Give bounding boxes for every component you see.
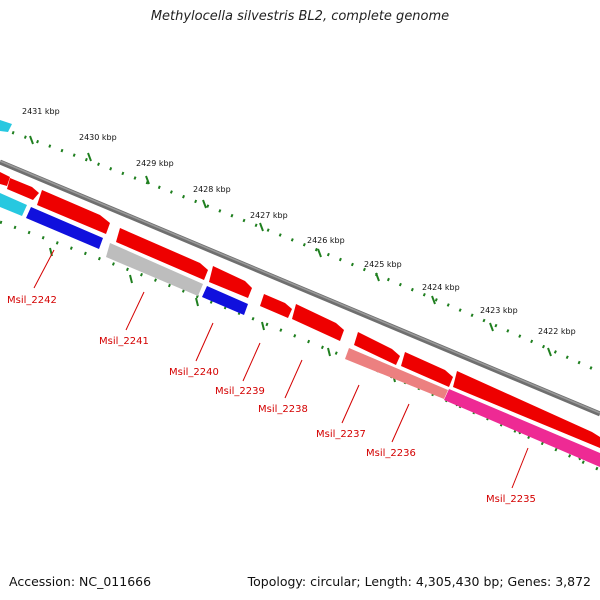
- gene-arrow: [202, 286, 248, 315]
- kbp-label: 2430 kbp: [79, 133, 117, 142]
- gene-labels: Msil_2242 Msil_2241 Msil_2240 Msil_2239 …: [7, 295, 536, 505]
- kbp-label: 2424 kbp: [422, 283, 460, 292]
- genome-summary-text: Topology: circular; Length: 4,305,430 bp…: [247, 574, 591, 589]
- kbp-label: 2431 kbp: [22, 107, 60, 116]
- gene-arrow: [345, 348, 448, 399]
- gene-arrow: [292, 304, 344, 341]
- gene-arrow: [0, 120, 12, 132]
- gene-arrow: [444, 389, 600, 467]
- kbp-labels: 2431 kbp 2430 kbp 2429 kbp 2428 kbp 2427…: [22, 107, 576, 336]
- gene-arrow: [0, 172, 10, 186]
- kbp-label: 2429 kbp: [136, 159, 174, 168]
- gene-label: Msil_2239: [215, 386, 265, 397]
- map-title: Methylocella silvestris BL2, complete ge…: [150, 9, 450, 24]
- gene-label: Msil_2238: [258, 404, 308, 415]
- gene-label: Msil_2235: [486, 494, 536, 505]
- gene-arrow: [260, 294, 292, 318]
- accession-text: Accession: NC_011666: [9, 574, 152, 589]
- genome-backbone: [0, 159, 600, 417]
- genome-backbone-highlight: [0, 160, 600, 414]
- gene-label: Msil_2240: [169, 367, 219, 378]
- outer-major-ticks: [29, 135, 552, 357]
- kbp-label: 2428 kbp: [193, 185, 231, 194]
- outer-tick-ring: [0, 126, 600, 374]
- kbp-label: 2427 kbp: [250, 211, 288, 220]
- gene-arrow: [26, 207, 103, 249]
- gene-arrow: [0, 193, 27, 216]
- gene-arrow: [354, 332, 400, 365]
- kbp-label: 2426 kbp: [307, 236, 345, 245]
- gene-arrow: [37, 190, 110, 234]
- gene-arrow: [116, 228, 208, 280]
- kbp-label: 2425 kbp: [364, 260, 402, 269]
- gene-arrow: [401, 352, 453, 387]
- gene-arrow: [7, 178, 39, 200]
- gene-arrow: [106, 243, 203, 296]
- reverse-genes: [0, 193, 600, 467]
- gene-label: Msil_2236: [366, 448, 416, 459]
- gene-label: Msil_2242: [7, 295, 57, 306]
- inner-tick-ring: [0, 220, 600, 472]
- gene-label: Msil_2241: [99, 336, 149, 347]
- gene-arrow: [209, 266, 252, 298]
- kbp-label: 2423 kbp: [480, 306, 518, 315]
- gene-leader-lines: [33, 249, 529, 489]
- gene-label: Msil_2237: [316, 429, 366, 440]
- forward-genes: [0, 120, 600, 448]
- kbp-label: 2422 kbp: [538, 327, 576, 336]
- inner-major-ticks: [49, 247, 581, 461]
- gene-arrow: [453, 371, 600, 448]
